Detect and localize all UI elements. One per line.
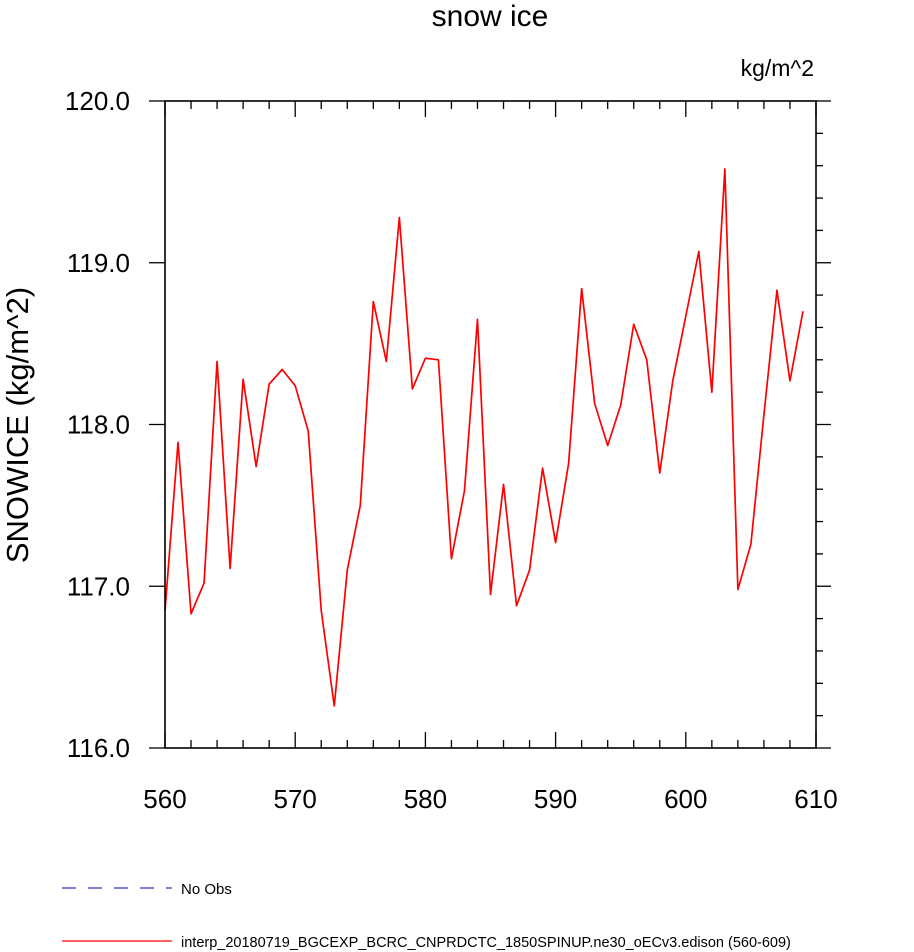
legend-label-model: interp_20180719_BGCEXP_BCRC_CNPRDCTC_185…	[181, 935, 791, 951]
axis-tick-labels: 560 570 580 590 600 610 116.0 117.0 118.0 119.0 12…	[65, 86, 838, 814]
y-tick-label: 116.0	[67, 733, 130, 763]
plot-frame	[164, 100, 817, 749]
x-tick-label: 600	[664, 784, 707, 814]
y-axis-label: SNOWICE (kg/m^2)	[0, 287, 35, 563]
x-tick-label: 610	[794, 784, 837, 814]
x-tick-label: 560	[143, 784, 186, 814]
units-label: kg/m^2	[741, 55, 814, 81]
x-tick-label: 580	[404, 784, 447, 814]
y-tick-label: 118.0	[67, 410, 130, 440]
chart-title: snow ice	[432, 0, 549, 33]
series-line	[164, 168, 804, 707]
legend: No Obs interp_20180719_BGCEXP_BCRC_CNPRD…	[62, 881, 791, 951]
y-tick-label: 117.0	[67, 571, 130, 601]
series-group	[164, 168, 804, 707]
y-tick-label: 119.0	[67, 248, 130, 278]
x-tick-label: 570	[274, 784, 317, 814]
legend-label-no-obs: No Obs	[181, 881, 232, 898]
axis-ticks	[149, 100, 831, 749]
y-tick-label: 120.0	[65, 86, 130, 116]
x-tick-label: 590	[534, 784, 577, 814]
